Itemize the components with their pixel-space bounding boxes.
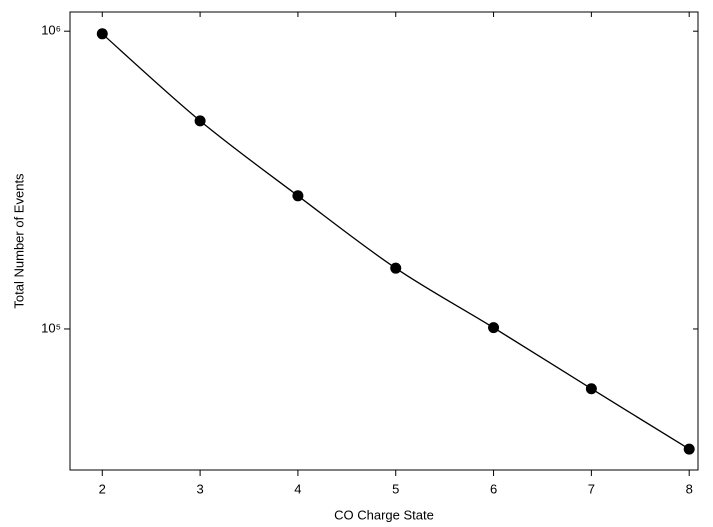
data-point	[585, 383, 597, 395]
x-tick-label: 4	[294, 481, 301, 496]
x-tick-label: 5	[392, 481, 399, 496]
data-point	[96, 28, 108, 40]
y-tick-label: 10⁵	[41, 320, 61, 335]
x-axis-label: CO Charge State	[334, 507, 434, 522]
data-point	[194, 115, 206, 127]
data-point	[292, 190, 304, 202]
data-line	[101, 33, 690, 450]
x-tick-label: 8	[686, 481, 693, 496]
x-tick-label: 7	[588, 481, 595, 496]
plot-frame	[69, 11, 699, 471]
y-tick-label: 10⁶	[41, 23, 61, 38]
data-point	[390, 262, 402, 274]
x-tick-label: 6	[490, 481, 497, 496]
data-point	[488, 322, 500, 334]
y-axis-label: Total Number of Events	[11, 173, 26, 309]
x-tick-label: 2	[99, 481, 106, 496]
data-point	[683, 443, 695, 455]
x-tick-label: 3	[196, 481, 203, 496]
